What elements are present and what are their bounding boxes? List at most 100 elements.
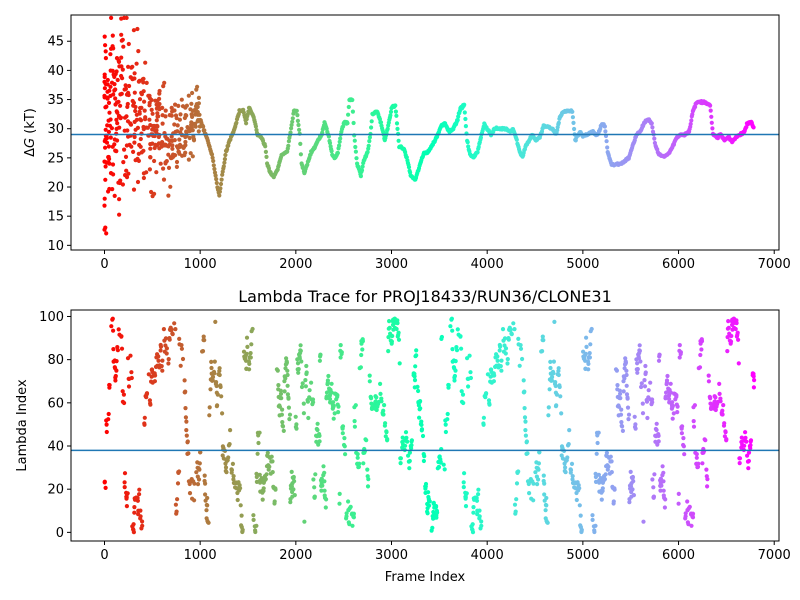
lambda-point xyxy=(586,367,591,372)
delta-g-point xyxy=(219,177,224,182)
lambda-point xyxy=(648,380,653,385)
delta-g-point xyxy=(163,114,168,119)
lambda-point xyxy=(720,408,725,413)
lambda-point xyxy=(418,406,423,411)
delta-g-point xyxy=(107,156,112,162)
lambda-point xyxy=(186,451,191,456)
lambda-point xyxy=(662,505,668,510)
delta-g-point xyxy=(178,130,183,135)
lambda-point xyxy=(278,388,283,393)
delta-g-point xyxy=(153,98,158,103)
lambda-point xyxy=(618,412,624,417)
delta-g-point xyxy=(236,111,241,117)
lambda-point xyxy=(203,481,208,486)
delta-g-point xyxy=(214,177,219,182)
lambda-point xyxy=(187,491,193,496)
lambda-point xyxy=(169,327,174,332)
lambda-point xyxy=(423,481,429,487)
x-tick-label: 4000 xyxy=(471,548,504,563)
lambda-point xyxy=(367,379,372,384)
lambda-point xyxy=(254,523,259,528)
lambda-point xyxy=(434,515,439,520)
lambda-point xyxy=(184,433,189,438)
lambda-point xyxy=(471,505,476,510)
lambda-point xyxy=(459,389,464,394)
lambda-point xyxy=(608,454,613,459)
lambda-point xyxy=(129,375,134,381)
lambda-point xyxy=(304,363,309,369)
delta-g-point xyxy=(570,115,576,120)
lambda-point xyxy=(726,319,731,324)
lambda-point xyxy=(387,325,392,330)
lambda-point xyxy=(111,347,116,352)
delta-g-point xyxy=(123,173,128,178)
lambda-point xyxy=(161,327,166,332)
lambda-point xyxy=(324,497,329,502)
lambda-point xyxy=(247,367,252,372)
lambda-point xyxy=(335,393,340,398)
delta-g-point xyxy=(174,159,180,165)
delta-g-point xyxy=(179,97,184,102)
delta-g-point xyxy=(329,149,334,154)
lambda-point xyxy=(398,456,403,461)
lambda-point xyxy=(695,464,701,469)
delta-g-point xyxy=(136,79,141,84)
lambda-point xyxy=(699,339,705,344)
lambda-point xyxy=(717,391,722,396)
lambda-point xyxy=(635,361,640,366)
lambda-point xyxy=(214,383,219,389)
lambda-point xyxy=(205,495,210,501)
delta-g-point xyxy=(177,117,182,122)
lambda-point xyxy=(683,514,688,519)
lambda-point xyxy=(523,419,528,424)
lambda-point xyxy=(283,376,288,381)
lambda-point xyxy=(403,443,408,448)
lambda-point xyxy=(536,467,541,472)
lambda-point xyxy=(107,383,112,388)
delta-g-point xyxy=(154,170,159,175)
lambda-point xyxy=(338,355,343,360)
lambda-point xyxy=(676,491,681,496)
delta-g-point xyxy=(189,101,194,106)
lambda-point xyxy=(265,450,270,455)
lambda-point xyxy=(257,472,262,477)
lambda-point xyxy=(396,337,402,342)
delta-g-point xyxy=(650,125,655,130)
delta-g-point xyxy=(220,172,225,177)
delta-g-point xyxy=(103,177,108,182)
lambda-point xyxy=(470,530,476,535)
lambda-point xyxy=(122,400,127,406)
lambda-point xyxy=(140,519,145,524)
lambda-point xyxy=(657,352,662,357)
delta-g-point xyxy=(159,144,164,149)
delta-g-point xyxy=(456,114,461,119)
lambda-point xyxy=(550,374,555,380)
lambda-point xyxy=(630,487,635,492)
x-tick-label: 5000 xyxy=(566,257,599,272)
delta-g-point xyxy=(157,107,162,112)
lambda-point xyxy=(251,513,256,518)
delta-g-point xyxy=(132,140,137,145)
delta-g-point xyxy=(117,64,122,69)
lambda-point xyxy=(670,400,675,405)
lambda-point xyxy=(403,430,409,435)
lambda-point xyxy=(111,328,116,333)
delta-g-point xyxy=(196,95,201,100)
lambda-point xyxy=(113,373,118,379)
delta-g-point xyxy=(462,110,467,115)
lambda-point xyxy=(384,430,389,435)
delta-g-point xyxy=(156,114,161,119)
lambda-point xyxy=(604,450,610,455)
delta-g-point xyxy=(217,193,222,198)
lambda-point xyxy=(305,399,310,404)
delta-g-point xyxy=(144,80,149,85)
lambda-point xyxy=(477,508,482,513)
lambda-point xyxy=(367,373,372,378)
lambda-x-ticks: 0 1000 2000 3000 4000 5000 6000 7000 xyxy=(100,541,791,563)
lambda-point xyxy=(351,515,356,520)
lambda-point xyxy=(183,415,188,420)
lambda-point xyxy=(351,511,356,516)
delta-g-point xyxy=(121,44,126,49)
lambda-point xyxy=(160,368,165,373)
delta-g-point xyxy=(119,73,124,79)
